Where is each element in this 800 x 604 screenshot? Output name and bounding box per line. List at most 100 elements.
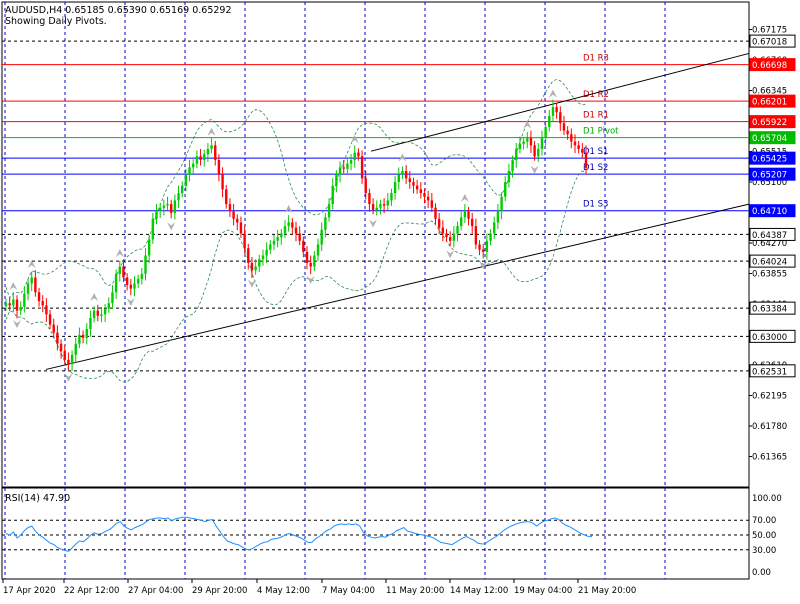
candle-body — [114, 273, 118, 293]
fractal-down-marker — [13, 320, 22, 329]
candle-body — [533, 145, 536, 157]
candle-body — [493, 222, 496, 234]
candle-body — [56, 332, 59, 344]
candle-body — [375, 207, 378, 210]
candle-body — [162, 205, 166, 208]
candle-body — [562, 123, 566, 131]
y-tick-label: 0.62195 — [752, 392, 787, 402]
y-tick-label: 0.61780 — [752, 422, 787, 432]
candle-body — [26, 283, 30, 294]
candle-body — [45, 305, 48, 315]
pivot-label-d1-r1: D1 R1 — [583, 111, 609, 121]
candle-body — [467, 211, 470, 219]
y-tick-label: 0.61365 — [752, 453, 787, 463]
candle-body — [379, 204, 382, 208]
candle-body — [283, 226, 287, 234]
candle-body — [448, 237, 452, 241]
candle-body — [529, 137, 533, 146]
price-label: 0.66201 — [752, 98, 787, 108]
candle-body — [368, 193, 371, 205]
candle-body — [452, 233, 456, 241]
y-tick-label: 0.65100 — [752, 178, 787, 188]
pivot-label-d1-s3: D1 S3 — [583, 200, 608, 210]
candle-body — [426, 196, 430, 201]
candle-body — [485, 240, 489, 252]
candle-body — [364, 178, 367, 194]
pivot-label-d1-pivot: D1 Pivot — [583, 127, 619, 137]
price-label: 0.63384 — [752, 305, 787, 315]
candle-body — [511, 159, 514, 172]
rsi-tick-label: 100.00 — [752, 494, 782, 504]
candle-body — [203, 154, 206, 160]
candle-body — [4, 303, 8, 307]
candle-body — [228, 204, 232, 212]
candle-body — [214, 145, 217, 160]
price-label: 0.67018 — [752, 38, 787, 48]
candle-body — [316, 244, 320, 256]
fractal-up-marker — [350, 135, 359, 144]
candle-body — [136, 279, 140, 284]
fractal-up-marker — [398, 153, 407, 162]
pivot-label-d1-s2: D1 S2 — [583, 163, 608, 173]
price-label: 0.65922 — [752, 118, 787, 128]
candle-body — [147, 239, 151, 256]
candle-body — [456, 226, 459, 234]
candle-body — [471, 218, 474, 227]
fractal-up-marker — [90, 293, 99, 302]
x-tick-label: 27 Apr 04:00 — [128, 586, 183, 596]
candle-body — [122, 266, 125, 278]
candle-body — [478, 244, 481, 250]
candle-body — [199, 156, 202, 160]
price-label: 0.64710 — [752, 207, 787, 217]
candle-body — [258, 259, 261, 267]
candle-body — [324, 217, 327, 230]
candle-body — [265, 249, 268, 256]
y-tick-label: 0.67175 — [752, 26, 787, 36]
chart-symbol-header: AUDUSD,H4 0.65185 0.65390 0.65169 0.6529… — [5, 5, 232, 16]
fractal-down-marker — [479, 261, 488, 270]
price-label-box — [749, 94, 796, 108]
candle-body — [225, 189, 228, 205]
candle-body — [555, 107, 558, 113]
price-label-box — [749, 227, 796, 241]
candle-body — [30, 277, 33, 284]
candle-body — [419, 189, 423, 194]
candle-body — [254, 266, 257, 271]
candle-body — [188, 167, 191, 175]
rsi-title: RSI(14) 47.90 — [5, 493, 71, 504]
rsi-tick-label: 30.00 — [752, 546, 776, 556]
candle-body — [408, 178, 411, 183]
candle-body — [184, 174, 188, 186]
candle-body — [423, 193, 426, 197]
price-label-box — [749, 34, 796, 48]
candle-body — [221, 174, 224, 190]
price-label: 0.64387 — [752, 231, 787, 241]
candle-body — [261, 255, 265, 260]
fractal-down-marker — [64, 373, 73, 382]
price-label-box — [749, 58, 796, 72]
candle-body — [338, 167, 342, 175]
candle-body — [445, 233, 448, 238]
candle-body — [371, 204, 375, 210]
candle-body — [298, 233, 301, 241]
candle-body — [294, 227, 298, 234]
pivot-label-d1-s1: D1 S1 — [583, 147, 608, 157]
upper-band — [5, 79, 587, 299]
fractal-down-marker — [167, 222, 176, 231]
candle-body — [12, 299, 15, 306]
candle-body — [210, 145, 213, 149]
fractal-down-marker — [530, 165, 539, 174]
candle-body — [23, 293, 26, 307]
candle-body — [129, 284, 133, 289]
candle-body — [107, 303, 110, 309]
candle-body — [100, 314, 103, 316]
candle-body — [540, 137, 544, 149]
candle-body — [544, 126, 547, 138]
candle-body — [19, 306, 22, 311]
price-label-box — [749, 167, 796, 181]
candle-body — [360, 156, 364, 179]
candle-body — [551, 107, 555, 116]
price-label-box — [749, 329, 796, 343]
candle-body — [155, 211, 158, 219]
candle-body — [287, 222, 290, 227]
